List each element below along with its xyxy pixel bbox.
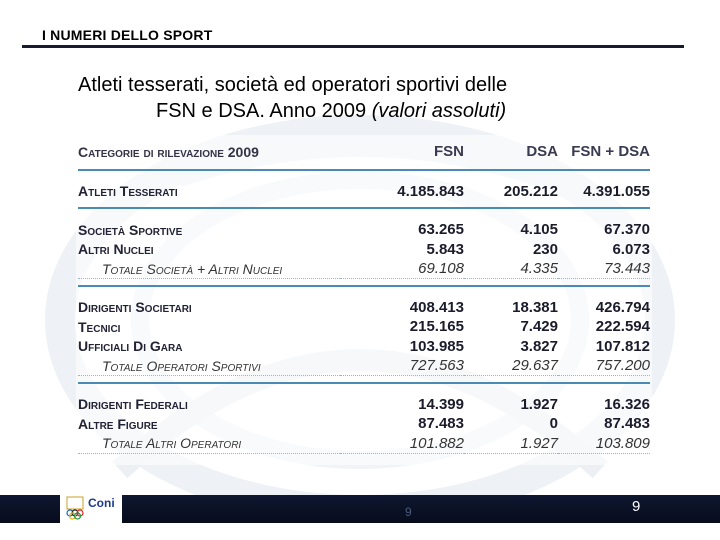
cell-total: 103.809: [558, 433, 650, 454]
cell-total: 222.594: [595, 318, 650, 336]
row-label: Totale Altri Operatori: [78, 433, 340, 454]
cell-total: 16.326: [604, 395, 650, 413]
header-divider: [22, 45, 684, 48]
group-separator: [78, 201, 650, 209]
group-separator: [78, 375, 650, 384]
row-label: Atleti Tesserati: [78, 183, 178, 200]
row-label: Altri Nuclei: [78, 241, 154, 258]
cell-fsn: 727.563: [340, 356, 464, 376]
cell-dsa: 18.381: [512, 298, 558, 316]
cell-dsa: 230: [532, 240, 558, 258]
cell-total: 426.794: [595, 298, 650, 316]
cell-dsa: 1.927: [464, 433, 558, 454]
table-total-row: Totale Altri Operatori 101.882 1.927 103…: [78, 433, 650, 454]
row-label: Tecnici: [78, 318, 121, 335]
cell-dsa: 4.105: [520, 221, 558, 239]
cell-total: 107.812: [595, 337, 650, 355]
row-label: Dirigenti Federali: [78, 396, 188, 413]
table-row: Atleti Tesserati 4.185.843 205.212 4.391…: [78, 182, 650, 202]
cell-dsa: 0: [549, 415, 558, 433]
cell-fsn: 87.483: [418, 415, 464, 433]
coni-logo: Coni: [60, 493, 122, 523]
table-row: Tecnici 215.165 7.429 222.594: [78, 317, 650, 337]
table-row: Dirigenti Federali 14.399 1.927 16.326: [78, 395, 650, 415]
row-label: Altre Figure: [78, 415, 158, 432]
cell-dsa: 29.637: [464, 356, 558, 376]
table-total-row: Totale Società + Altri Nuclei 69.108 4.3…: [78, 259, 650, 279]
table-header-row: Categorie di rilevazione 2009 FSN DSA FS…: [78, 143, 650, 163]
cell-dsa: 1.927: [520, 395, 558, 413]
cell-total: 6.073: [612, 240, 650, 258]
cell-total: 757.200: [558, 356, 650, 376]
table-row: Altre Figure 87.483 0 87.483: [78, 414, 650, 434]
section-header: I NUMERI DELLO SPORT: [42, 27, 213, 43]
title-line-2: FSN e DSA. Anno 2009 (valori assoluti): [78, 98, 678, 124]
logo-text: Coni: [88, 496, 115, 510]
header-separator: [78, 162, 650, 171]
cell-fsn: 69.108: [340, 259, 464, 279]
group-separator: [78, 278, 650, 287]
cell-fsn: 14.399: [418, 395, 464, 413]
cell-fsn: 101.882: [340, 433, 464, 454]
table-row: Altri Nuclei 5.843 230 6.073: [78, 240, 650, 260]
column-header-category: Categorie di rilevazione 2009: [78, 143, 259, 160]
cell-total: 67.370: [604, 221, 650, 239]
cell-fsn: 5.843: [426, 240, 464, 258]
cell-dsa: 7.429: [520, 318, 558, 336]
slide-title: Atleti tesserati, società ed operatori s…: [78, 72, 678, 124]
title-line-2-italic: (valori assoluti): [371, 100, 507, 122]
cell-total: 87.483: [604, 415, 650, 433]
cell-fsn: 4.185.843: [397, 182, 464, 200]
table-row: Dirigenti Societari 408.413 18.381 426.7…: [78, 298, 650, 318]
row-label: Totale Società + Altri Nuclei: [78, 259, 340, 279]
row-label: Società Sportive: [78, 221, 183, 238]
cell-fsn: 408.413: [409, 298, 464, 316]
page-number: 9: [632, 498, 641, 515]
column-header-fsn-dsa: FSN + DSA: [571, 143, 650, 161]
row-label: Ufficiali Di Gara: [78, 338, 183, 355]
row-label: Dirigenti Societari: [78, 299, 192, 316]
title-line-2-plain: FSN e DSA. Anno 2009: [156, 100, 372, 122]
cell-fsn: 215.165: [409, 318, 464, 336]
column-header-fsn: FSN: [434, 143, 464, 161]
olympic-rings-icon: [66, 496, 84, 520]
cell-total: 73.443: [558, 259, 650, 279]
cell-fsn: 103.985: [409, 337, 464, 355]
table-total-row: Totale Operatori Sportivi 727.563 29.637…: [78, 356, 650, 376]
cell-total: 4.391.055: [583, 182, 650, 200]
table-row: Ufficiali Di Gara 103.985 3.827 107.812: [78, 337, 650, 357]
cell-dsa: 3.827: [520, 337, 558, 355]
cell-dsa: 4.335: [464, 259, 558, 279]
row-label: Totale Operatori Sportivi: [78, 356, 340, 376]
table-row: Società Sportive 63.265 4.105 67.370: [78, 220, 650, 240]
statistics-table: Categorie di rilevazione 2009 FSN DSA FS…: [78, 143, 650, 454]
footer-page-ghost: 9: [405, 505, 412, 519]
title-line-1: Atleti tesserati, società ed operatori s…: [78, 74, 508, 96]
cell-fsn: 63.265: [418, 221, 464, 239]
column-header-dsa: DSA: [526, 143, 558, 161]
cell-dsa: 205.212: [503, 182, 558, 200]
bottom-strip: [0, 523, 720, 540]
table-background-panel: [76, 135, 652, 465]
